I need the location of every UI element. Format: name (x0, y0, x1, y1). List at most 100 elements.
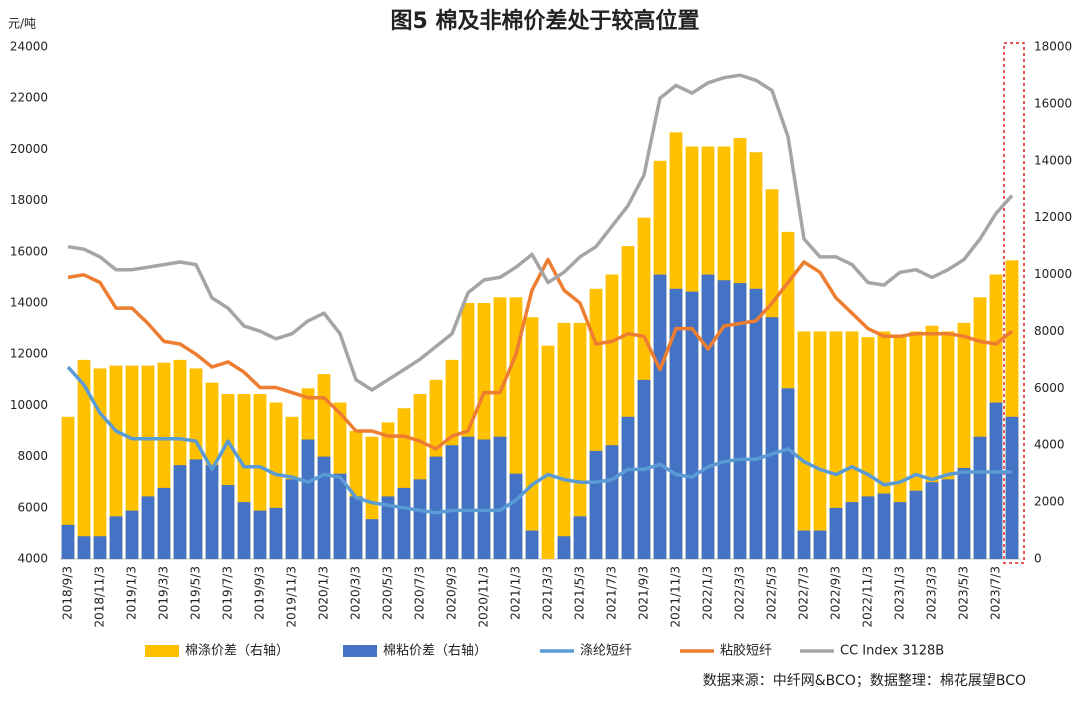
y-tick-label: 20000 (10, 142, 48, 156)
y2-tick-label: 10000 (1034, 267, 1072, 281)
x-tick-label: 2019/1/3 (125, 566, 139, 620)
bar (781, 388, 795, 559)
bar (941, 479, 955, 559)
bar (765, 317, 779, 559)
bar (365, 519, 379, 559)
y-tick-label: 6000 (17, 500, 48, 514)
bar (893, 502, 907, 559)
bar (317, 456, 331, 559)
bar (733, 283, 747, 559)
bar (749, 288, 763, 559)
bar (653, 274, 667, 559)
bar (509, 473, 523, 559)
x-tick-label: 2019/5/3 (189, 566, 203, 620)
line (66, 365, 1012, 515)
bar (541, 345, 555, 559)
x-tick-label: 2021/9/3 (637, 566, 651, 620)
y2-tick-label: 4000 (1034, 438, 1065, 452)
bar (77, 359, 91, 559)
y-tick-label: 24000 (10, 40, 48, 54)
y-tick-label: 8000 (17, 449, 48, 463)
x-tick-label: 2020/9/3 (445, 566, 459, 620)
x-tick-label: 2020/11/3 (477, 566, 491, 628)
bar (189, 459, 203, 559)
x-tick-label: 2019/7/3 (221, 566, 235, 620)
x-tick-label: 2020/5/3 (381, 566, 395, 620)
bar (557, 536, 571, 559)
bar (557, 322, 571, 559)
legend-label: 棉涤价差（右轴） (185, 644, 289, 659)
y2-tick-label: 16000 (1034, 96, 1072, 110)
line (67, 257, 1014, 451)
y-tick-label: 18000 (10, 193, 48, 207)
bar (797, 530, 811, 559)
legend-label: 粘胶短纤 (720, 643, 772, 659)
x-tick-label: 2023/3/3 (925, 566, 939, 620)
line (67, 73, 1014, 392)
bar (1005, 416, 1019, 559)
x-tick-label: 2019/11/3 (285, 566, 299, 628)
bar (813, 530, 827, 559)
chart-title: 图5 棉及非棉价差处于较高位置 (391, 8, 700, 34)
bar (125, 510, 139, 559)
x-tick-label: 2021/11/3 (669, 566, 683, 628)
bar (525, 317, 539, 559)
bar (925, 482, 939, 559)
x-tick-label: 2021/5/3 (573, 566, 587, 620)
bar (109, 516, 123, 559)
y2-tick-label: 14000 (1034, 153, 1072, 167)
x-tick-label: 2018/11/3 (93, 566, 107, 628)
bar (589, 450, 603, 559)
bar (701, 274, 715, 559)
x-tick-label: 2020/7/3 (413, 566, 427, 620)
x-tick-label: 2022/1/3 (701, 566, 715, 620)
bar (445, 445, 459, 559)
bar (573, 516, 587, 559)
bar (493, 436, 507, 559)
y-axis-unit: 元/吨 (8, 17, 36, 31)
bar (813, 331, 827, 559)
x-tick-label: 2022/11/3 (861, 566, 875, 628)
bar (685, 291, 699, 559)
legend-label: 涤纶短纤 (580, 644, 632, 659)
x-tick-label: 2023/7/3 (989, 566, 1003, 620)
y-tick-label: 4000 (17, 552, 48, 566)
x-tick-label: 2020/1/3 (317, 566, 331, 620)
bar (477, 439, 491, 559)
bar (989, 402, 1003, 559)
x-tick-label: 2022/9/3 (829, 566, 843, 620)
bar (797, 331, 811, 559)
bar (173, 465, 187, 559)
bar (429, 456, 443, 559)
y2-tick-label: 2000 (1034, 495, 1065, 509)
bar (573, 322, 587, 559)
bar (237, 502, 251, 559)
bar (157, 487, 171, 559)
y2-tick-label: 18000 (1034, 40, 1072, 54)
bar (861, 496, 875, 559)
bar (461, 436, 475, 559)
bar (141, 496, 155, 559)
bar (285, 479, 299, 559)
legend-swatch (343, 645, 377, 657)
x-tick-label: 2019/9/3 (253, 566, 267, 620)
bar (93, 368, 107, 559)
bar (61, 524, 75, 559)
bar (717, 280, 731, 559)
x-tick-label: 2021/3/3 (541, 566, 555, 620)
x-tick-label: 2019/3/3 (157, 566, 171, 620)
x-tick-label: 2023/1/3 (893, 566, 907, 620)
y2-tick-label: 6000 (1034, 381, 1065, 395)
x-tick-label: 2022/7/3 (797, 566, 811, 620)
bar (413, 479, 427, 559)
bar (909, 490, 923, 559)
bar (525, 530, 539, 559)
y-tick-label: 12000 (10, 347, 48, 361)
bar (845, 502, 859, 559)
y2-tick-label: 0 (1034, 552, 1042, 566)
bar (957, 467, 971, 559)
bar (397, 487, 411, 559)
bar (61, 416, 75, 559)
bar (205, 465, 219, 559)
